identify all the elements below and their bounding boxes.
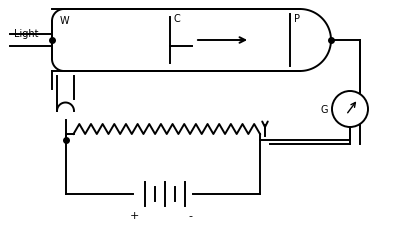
- Text: +: +: [130, 210, 140, 220]
- Circle shape: [332, 92, 368, 127]
- Text: W: W: [60, 16, 70, 26]
- Text: -: -: [189, 210, 193, 220]
- Text: Light: Light: [14, 29, 38, 39]
- Text: G: G: [320, 105, 328, 115]
- Text: P: P: [294, 14, 300, 24]
- Text: C: C: [174, 14, 181, 24]
